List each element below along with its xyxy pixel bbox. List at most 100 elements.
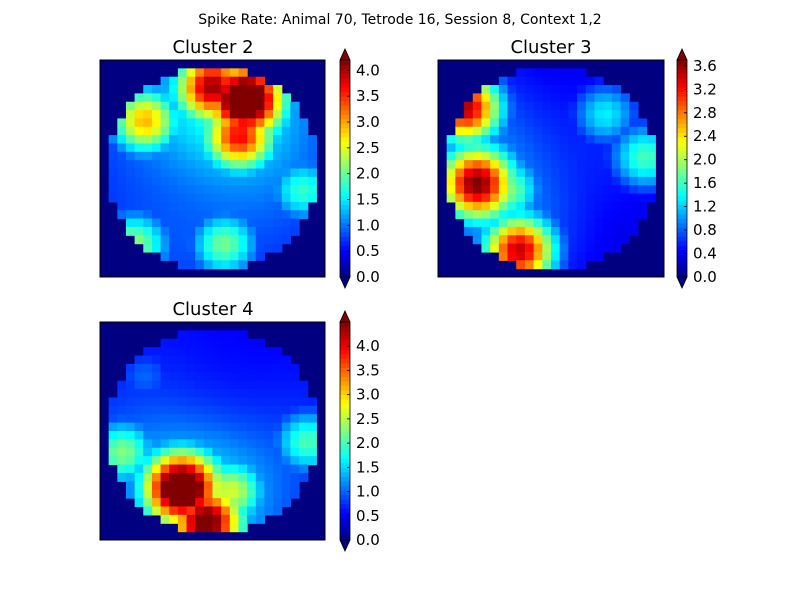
heatmap-cell [143, 135, 153, 145]
heatmap-cell [108, 397, 118, 407]
heatmap-cell [516, 118, 526, 128]
heatmap-cell [151, 226, 162, 236]
heatmap-cell [221, 151, 231, 161]
heatmap-cell [559, 260, 569, 270]
heatmap-cell [481, 93, 491, 103]
heatmap-cell [290, 210, 300, 220]
heatmap-cell [143, 118, 153, 128]
heatmap-cell [238, 210, 248, 220]
colorbar-segment [340, 362, 350, 368]
heatmap-cell [134, 193, 144, 203]
heatmap-cell [585, 218, 596, 228]
heatmap-cell [255, 498, 266, 508]
heatmap-cell [551, 68, 561, 78]
colorbar-tick-label: 3.2 [693, 80, 717, 98]
heatmap-cell [160, 101, 170, 111]
heatmap-cell [143, 481, 153, 491]
heatmap-cell [516, 160, 526, 170]
heatmap-cell [568, 68, 578, 78]
heatmap-cell [221, 431, 231, 440]
heatmap-cell [498, 151, 509, 161]
heatmap-cell [143, 176, 153, 186]
heatmap-cell [464, 201, 474, 211]
heatmap-cell [264, 363, 274, 373]
heatmap-cell [255, 372, 266, 382]
heatmap-cell [255, 464, 266, 474]
colorbar-segment [677, 168, 687, 174]
heatmap-cell [464, 226, 474, 236]
colorbar-segment [340, 331, 350, 337]
colorbar-segment [340, 431, 350, 437]
heatmap-cell [247, 85, 257, 94]
heatmap-cell [221, 176, 231, 186]
heatmap-cell [229, 93, 240, 103]
heatmap-cell [455, 185, 465, 195]
heatmap-cell [117, 380, 127, 390]
heatmap-cell [524, 143, 535, 153]
heatmap-cell [481, 135, 491, 145]
heatmap-cell [108, 168, 118, 178]
heatmap-cell [542, 85, 552, 94]
heatmap-cell [273, 498, 283, 508]
heatmap-cell [498, 101, 509, 111]
heatmap-cell [568, 160, 578, 170]
heatmap-cell [498, 176, 509, 186]
heatmap-cell [542, 251, 552, 261]
heatmap-cell [472, 93, 483, 103]
heatmap-cell [307, 185, 317, 195]
heatmap-cell [134, 126, 144, 136]
colorbar-tick-label: 1.0 [356, 483, 380, 501]
heatmap-cell [238, 338, 248, 348]
heatmap-cell [264, 118, 274, 128]
heatmap-cell [177, 76, 188, 86]
heatmap-cell [490, 135, 500, 145]
heatmap-cell [203, 447, 214, 457]
heatmap-cell [559, 110, 569, 120]
heatmap-cell [221, 251, 231, 261]
heatmap-cell [169, 431, 179, 440]
heatmap-cell [247, 185, 257, 195]
heatmap-cell [498, 235, 509, 245]
heatmap-cell [516, 68, 526, 78]
colorbar-segment [677, 245, 687, 251]
colorbar-tick-label: 1.5 [356, 458, 380, 476]
heatmap-cell [490, 110, 500, 120]
heatmap-cell [195, 235, 205, 245]
heatmap-cell [281, 168, 291, 178]
heatmap-cell [281, 372, 291, 382]
heatmap-cell [524, 126, 535, 136]
heatmap-cell [169, 422, 179, 432]
heatmap-cell [481, 143, 491, 153]
heatmap-cell [229, 472, 240, 482]
heatmap-cell [160, 151, 170, 161]
heatmap-cell [212, 372, 222, 382]
heatmap-cell [177, 185, 188, 195]
heatmap-cell [255, 447, 266, 457]
heatmap-cell [611, 210, 622, 220]
heatmap-cell [238, 414, 248, 424]
heatmap-cell [273, 431, 283, 440]
colorbar-segment [340, 435, 350, 441]
heatmap-cell [264, 447, 274, 457]
heatmap-cell [637, 143, 648, 153]
colorbar-tick-label: 3.0 [356, 386, 380, 404]
heatmap-cell [472, 168, 483, 178]
heatmap-cell [229, 85, 240, 94]
heatmap-cell [551, 101, 561, 111]
colorbar-segment [340, 141, 350, 147]
heatmap-cell [169, 347, 179, 357]
heatmap-cell [203, 489, 214, 499]
colorbar-segment [340, 69, 350, 75]
heatmap-cell [281, 464, 291, 474]
heatmap-cell [134, 498, 144, 508]
heatmap-cell [247, 110, 257, 120]
heatmap-cell [620, 135, 630, 145]
heatmap-cell [203, 85, 214, 94]
heatmap-cell [212, 260, 222, 270]
colorbar-extend-min [339, 276, 351, 289]
heatmap-cell [134, 235, 144, 245]
heatmap-cell [203, 210, 214, 220]
heatmap-cell [637, 160, 648, 170]
heatmap-cell [221, 260, 231, 270]
heatmap-cell [273, 243, 283, 253]
